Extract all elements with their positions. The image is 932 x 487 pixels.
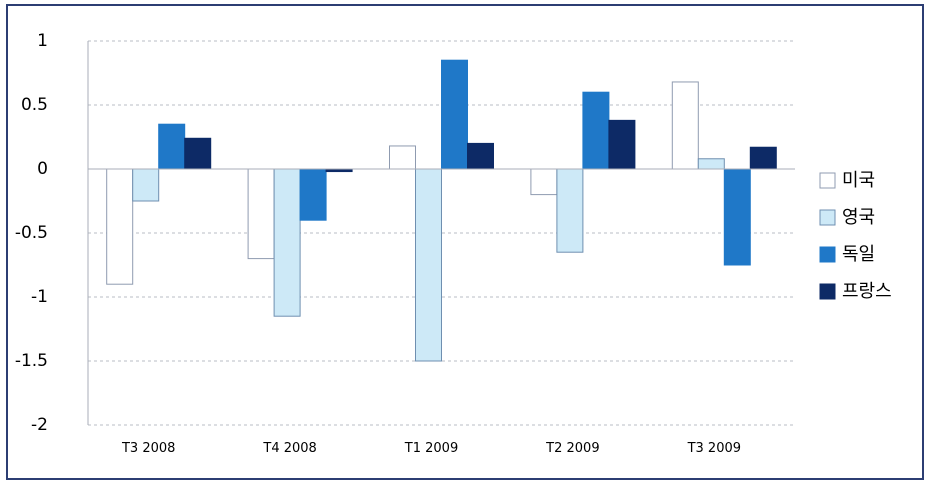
y-tick-label: 1	[37, 31, 48, 51]
bar	[106, 168, 134, 285]
bar	[467, 142, 494, 170]
x-tick-label: T2 2009	[545, 441, 599, 456]
bar	[184, 137, 212, 170]
y-tick-label: 0	[37, 159, 48, 179]
y-tick-label: -1	[31, 287, 48, 307]
bar	[582, 91, 610, 170]
bar	[415, 168, 442, 362]
bar	[389, 145, 416, 170]
bar	[749, 146, 777, 170]
bar	[132, 168, 160, 202]
y-tick-label: -0.5	[15, 223, 48, 243]
y-tick-label: -2	[31, 415, 48, 435]
legend-label: 미국	[842, 170, 875, 191]
y-tick-label: -1.5	[15, 351, 48, 371]
bar	[299, 168, 327, 221]
legend-swatch	[819, 283, 836, 300]
bar	[723, 168, 751, 266]
x-axis: T3 2008 T4 2008 T1 2009 T2 2009 T3 2009	[88, 168, 795, 456]
bar	[530, 168, 558, 196]
legend-swatch	[819, 209, 836, 226]
x-tick-label: T4 2008	[262, 441, 316, 456]
legend-label: 영국	[842, 207, 875, 228]
bar	[556, 168, 584, 253]
legend-swatch	[819, 172, 836, 189]
x-tick-label: T1 2009	[404, 441, 458, 456]
legend-label: 독일	[842, 244, 875, 265]
y-tick-label: 0.5	[21, 95, 48, 115]
bar	[608, 119, 636, 170]
bar	[158, 123, 186, 170]
legend-swatch	[819, 246, 836, 263]
x-tick-label: T3 2008	[121, 441, 175, 456]
y-axis: 1 0.5 0 -0.5 -1 -1.5 -2	[15, 31, 89, 435]
bar	[441, 59, 468, 170]
x-tick-label: T3 2009	[687, 441, 741, 456]
bars	[106, 59, 777, 362]
bar	[273, 168, 301, 317]
legend-label: 프랑스	[842, 281, 892, 302]
bar	[247, 168, 275, 260]
bar	[671, 81, 699, 170]
bar	[697, 158, 725, 170]
